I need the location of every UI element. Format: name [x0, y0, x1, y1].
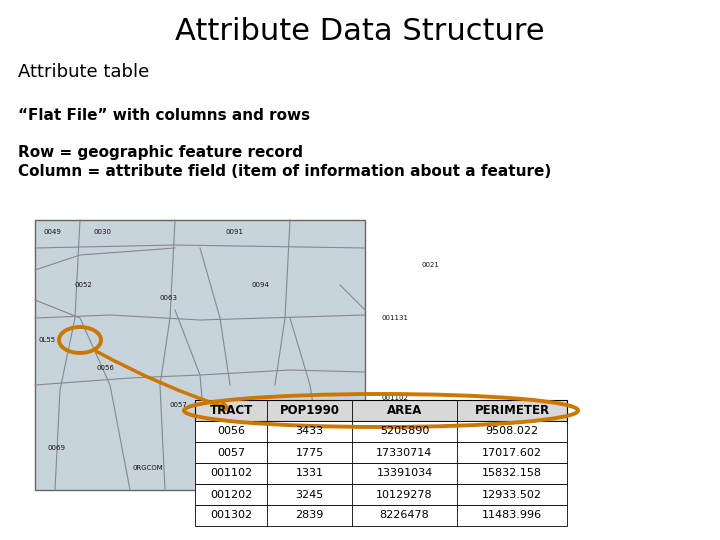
Text: 0056: 0056: [217, 427, 245, 436]
Text: 001131: 001131: [382, 315, 408, 321]
Text: Column = attribute field (item of information about a feature): Column = attribute field (item of inform…: [18, 164, 552, 179]
FancyArrowPatch shape: [96, 352, 229, 410]
Text: 5205890: 5205890: [380, 427, 429, 436]
Text: Row = geographic feature record: Row = geographic feature record: [18, 145, 303, 160]
Text: 15832.158: 15832.158: [482, 469, 542, 478]
Bar: [195, 442, 567, 463]
Text: 0057: 0057: [169, 402, 187, 408]
Text: 0052: 0052: [74, 282, 92, 288]
Text: 9508.022: 9508.022: [485, 427, 539, 436]
Bar: [35, 220, 365, 490]
Text: 0049: 0049: [43, 229, 61, 235]
Text: 17330714: 17330714: [377, 448, 433, 457]
Text: 12933.502: 12933.502: [482, 489, 542, 500]
Text: 0056: 0056: [96, 365, 114, 371]
Text: POP1990: POP1990: [279, 404, 340, 417]
Text: 0L55: 0L55: [38, 337, 55, 343]
Text: Attribute Data Structure: Attribute Data Structure: [175, 17, 545, 46]
Text: 3433: 3433: [295, 427, 323, 436]
Text: 0030: 0030: [94, 229, 112, 235]
Text: 2839: 2839: [295, 510, 324, 521]
Bar: [195, 484, 567, 505]
Text: 0021: 0021: [421, 262, 439, 268]
Text: 001202: 001202: [210, 489, 252, 500]
Bar: [195, 400, 567, 421]
Bar: [195, 421, 567, 442]
Text: 8226478: 8226478: [379, 510, 429, 521]
Text: 13391034: 13391034: [377, 469, 433, 478]
Text: AREA: AREA: [387, 404, 422, 417]
Text: “Flat File” with columns and rows: “Flat File” with columns and rows: [18, 107, 310, 123]
Text: Attribute table: Attribute table: [18, 63, 149, 81]
Text: 10129278: 10129278: [376, 489, 433, 500]
Text: 0RGCOM: 0RGCOM: [132, 465, 163, 471]
Text: 0057: 0057: [217, 448, 245, 457]
Text: 3245: 3245: [295, 489, 323, 500]
Bar: [195, 505, 567, 526]
Text: 17017.602: 17017.602: [482, 448, 542, 457]
Text: 0091: 0091: [226, 229, 244, 235]
Text: 11483.996: 11483.996: [482, 510, 542, 521]
Text: 0069: 0069: [48, 445, 66, 451]
Text: 001302: 001302: [210, 510, 252, 521]
Bar: [195, 463, 567, 484]
Text: TRACT: TRACT: [210, 404, 253, 417]
Text: PERIMETER: PERIMETER: [474, 404, 549, 417]
Text: 1331: 1331: [295, 469, 323, 478]
Text: 001102: 001102: [382, 395, 408, 401]
Text: 001102: 001102: [210, 469, 252, 478]
Text: 0063: 0063: [159, 295, 177, 301]
Text: 1775: 1775: [295, 448, 323, 457]
Text: 0094: 0094: [251, 282, 269, 288]
